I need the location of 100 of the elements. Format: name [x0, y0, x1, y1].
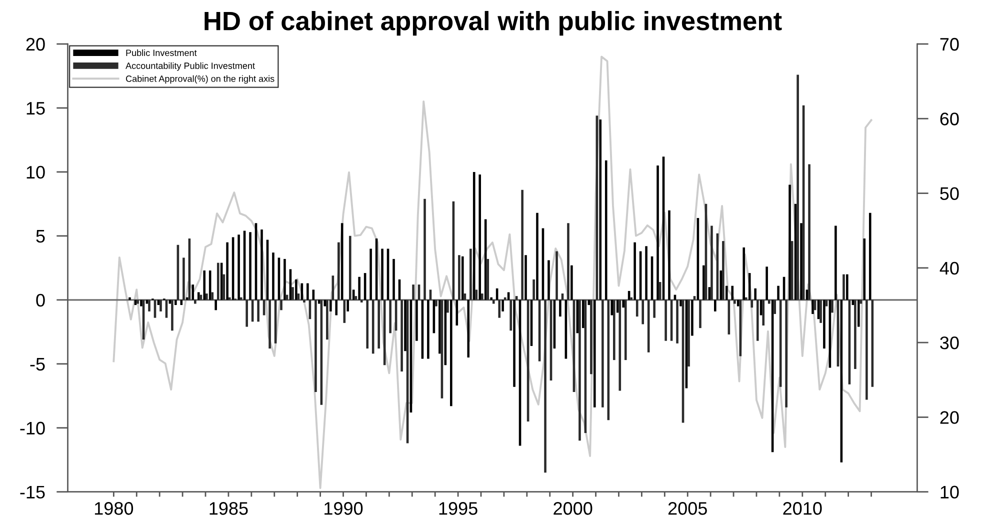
bar: [370, 248, 372, 300]
bar: [392, 258, 395, 300]
bar: [599, 119, 602, 300]
y2-tick-label: 60: [940, 112, 959, 126]
bar: [197, 292, 200, 300]
bar: [203, 270, 206, 300]
bar: [693, 296, 696, 300]
bar: [630, 297, 633, 300]
chart-title: HD of cabinet approval with public investment: [204, 10, 782, 36]
x-tick-label: 1985: [210, 502, 248, 515]
bar: [228, 297, 231, 300]
x-tick-label: 2005: [668, 502, 707, 515]
bar: [446, 300, 449, 313]
bar: [329, 300, 332, 312]
bar: [766, 266, 768, 300]
bar: [544, 300, 546, 473]
bar: [676, 300, 678, 344]
bar: [582, 300, 584, 328]
bar: [171, 300, 174, 331]
bar: [272, 252, 274, 300]
bar: [470, 248, 472, 300]
bar: [216, 262, 220, 300]
bar: [756, 300, 759, 341]
bar: [622, 300, 624, 308]
bar: [226, 242, 228, 300]
y-tick-label: 10: [26, 166, 45, 179]
bar: [498, 300, 501, 318]
bar: [777, 286, 780, 300]
bar: [653, 300, 656, 318]
y2-tick-label: 20: [940, 411, 959, 424]
bar: [702, 265, 705, 300]
bar: [604, 160, 608, 300]
bar: [211, 292, 214, 300]
bar: [664, 300, 667, 341]
bar: [736, 300, 740, 306]
bar: [192, 284, 194, 300]
bar: [536, 212, 538, 300]
bar: [785, 300, 788, 408]
bar: [691, 300, 694, 336]
y-tick-label: 5: [36, 230, 45, 243]
bar: [280, 300, 282, 310]
bar: [346, 300, 349, 312]
y-tick-label: -5: [30, 358, 45, 371]
y2-tick-label: 70: [940, 38, 959, 51]
bar: [378, 300, 380, 349]
bar: [338, 242, 340, 300]
line-series: [112, 56, 872, 490]
bar: [742, 247, 746, 300]
bar: [456, 300, 458, 326]
bar: [800, 223, 802, 300]
bar: [668, 210, 670, 300]
bar: [521, 190, 524, 300]
bar: [268, 300, 271, 349]
bar: [335, 300, 338, 316]
bar: [318, 300, 320, 304]
bar: [722, 241, 724, 300]
bar: [846, 274, 848, 300]
bar: [238, 234, 240, 300]
bar: [194, 300, 196, 304]
bar: [389, 300, 392, 334]
bar: [768, 300, 770, 304]
bar: [524, 255, 527, 300]
bar: [588, 300, 590, 306]
bar: [559, 300, 562, 317]
bar: [326, 300, 328, 340]
x-tick-label: 2010: [783, 502, 822, 515]
bar: [834, 226, 837, 300]
bar: [823, 300, 826, 349]
bar: [295, 279, 298, 300]
bar: [774, 300, 776, 314]
bar: [618, 300, 622, 391]
y2-tick-label: 40: [940, 262, 959, 275]
bar: [868, 212, 872, 300]
bar: [435, 300, 438, 306]
bar: [796, 74, 799, 300]
bar: [808, 164, 810, 300]
bar: [556, 251, 558, 300]
bar: [820, 300, 822, 323]
bar: [174, 300, 177, 306]
bar: [140, 300, 142, 306]
bar: [427, 300, 430, 359]
bar: [358, 276, 360, 300]
bar: [656, 166, 659, 300]
bar: [642, 300, 644, 324]
x-tick-label: 1995: [439, 502, 478, 515]
bar: [532, 279, 535, 300]
bar: [645, 246, 648, 300]
bar: [136, 300, 139, 304]
y2-tick-label: 30: [940, 336, 959, 350]
bar: [366, 300, 368, 349]
bar: [249, 232, 252, 300]
bar: [467, 300, 470, 358]
bar: [636, 300, 638, 317]
bar: [478, 174, 481, 300]
bar: [472, 172, 476, 300]
bar: [567, 223, 570, 300]
bar: [206, 294, 208, 300]
bar: [160, 300, 162, 312]
bar: [750, 300, 754, 308]
bar: [257, 300, 260, 322]
